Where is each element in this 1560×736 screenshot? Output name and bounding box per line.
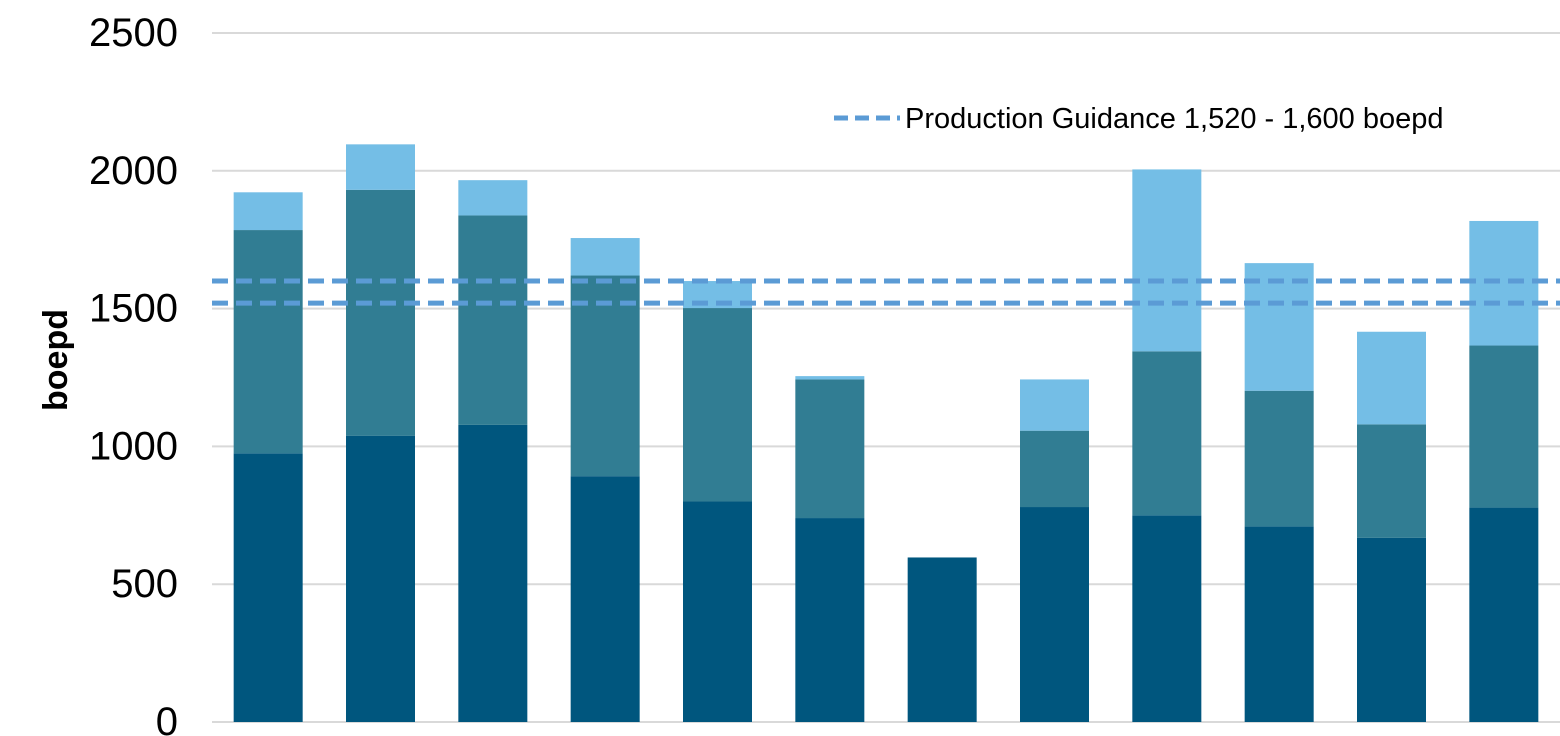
y-axis-title: boepd [37, 309, 75, 411]
y-tick-label-0: 0 [156, 700, 178, 736]
y-axis-ticks: 0 500 1000 1500 2000 2500 [89, 11, 178, 736]
bar-12-segment-1 [1469, 507, 1539, 722]
bar-9-segment-3 [1132, 169, 1202, 352]
bar-12-segment-2 [1469, 345, 1539, 508]
bar-2-segment-1 [346, 435, 415, 722]
bars-layer [233, 144, 1539, 722]
bar-5-segment-2 [683, 308, 752, 502]
bar-8-segment-3 [1020, 379, 1089, 431]
bar-6-segment-2 [795, 379, 865, 519]
reference-lines [212, 278, 1560, 306]
bar-8-segment-2 [1020, 430, 1089, 508]
bar-2-segment-3 [346, 144, 415, 190]
bar-2-segment-2 [346, 189, 415, 436]
bar-1-segment-3 [233, 192, 303, 231]
y-tick-label-2000: 2000 [89, 149, 178, 193]
y-tick-label-500: 500 [111, 562, 178, 606]
legend: Production Guidance 1,520 - 1,600 boepd [834, 103, 1444, 135]
bar-6-segment-1 [795, 518, 865, 722]
grid-layer [212, 32, 1560, 723]
bar-10-segment-2 [1244, 390, 1314, 527]
bar-4-segment-1 [570, 476, 640, 722]
bar-4-segment-3 [570, 238, 640, 276]
bar-1-segment-1 [233, 453, 303, 722]
y-tick-label-1500: 1500 [89, 287, 178, 331]
bar-11-segment-3 [1357, 331, 1426, 425]
bar-1-segment-2 [233, 230, 303, 454]
bar-10-segment-1 [1244, 526, 1314, 722]
y-tick-label-2500: 2500 [89, 11, 178, 55]
bar-11-segment-1 [1357, 537, 1426, 722]
bar-3-segment-1 [458, 424, 528, 722]
y-tick-label-1000: 1000 [89, 424, 178, 468]
bar-9-segment-2 [1132, 351, 1202, 516]
bar-10-segment-3 [1244, 263, 1314, 391]
bar-4-segment-2 [570, 275, 640, 477]
bar-5-segment-1 [683, 501, 752, 722]
bar-7-segment-1 [907, 557, 977, 722]
bar-3-segment-3 [458, 180, 528, 216]
bar-11-segment-2 [1357, 424, 1426, 538]
legend-label-guidance: Production Guidance 1,520 - 1,600 boepd [905, 103, 1444, 135]
bar-3-segment-2 [458, 215, 528, 425]
bar-9-segment-1 [1132, 515, 1202, 722]
bar-8-segment-1 [1020, 507, 1089, 722]
bar-6-segment-3 [795, 376, 865, 380]
bar-12-segment-3 [1469, 220, 1539, 346]
